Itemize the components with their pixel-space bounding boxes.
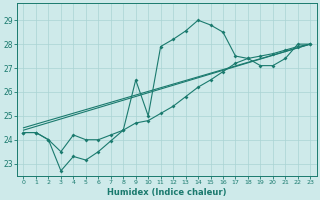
X-axis label: Humidex (Indice chaleur): Humidex (Indice chaleur) bbox=[107, 188, 227, 197]
